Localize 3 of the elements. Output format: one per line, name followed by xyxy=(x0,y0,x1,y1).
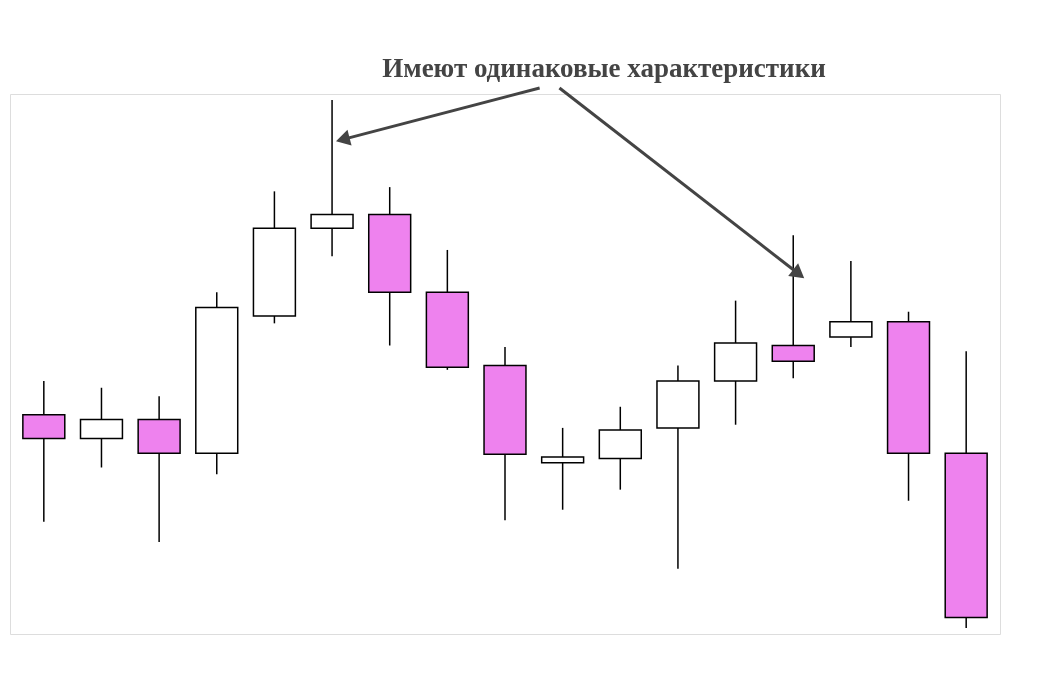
text: Имеют одинаковые характеристики xyxy=(382,53,826,83)
candlestick xyxy=(771,234,815,380)
candlestick xyxy=(540,427,585,511)
